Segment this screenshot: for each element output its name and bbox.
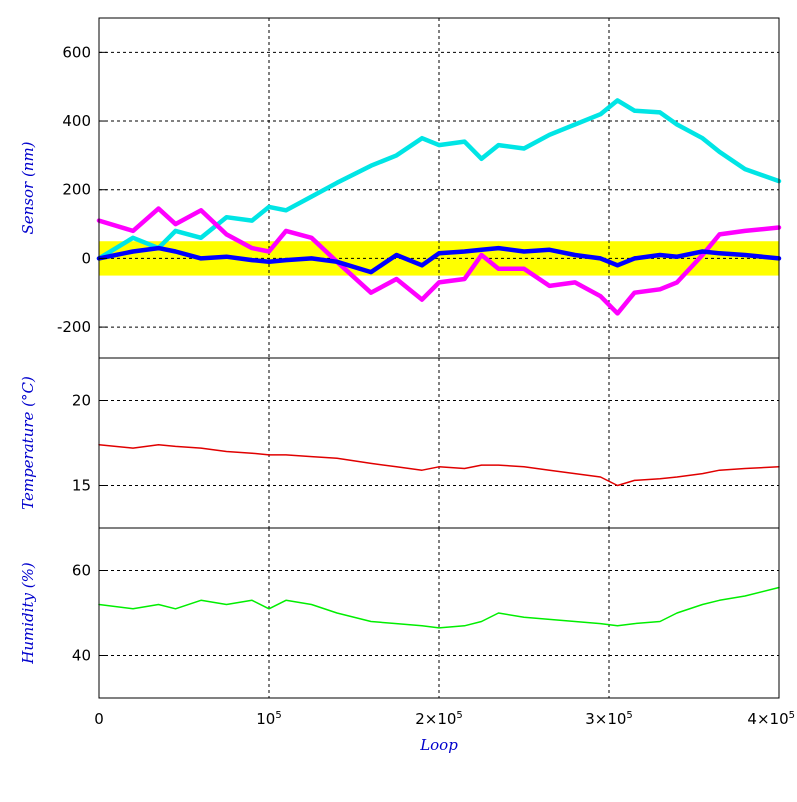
- humidity-axis-title: Humidity (%): [19, 562, 37, 665]
- sensor-panel: -200 0 200 400 600 Sensor (nm): [19, 17, 782, 359]
- humidity-panel: 40 60 Humidity (%): [19, 527, 780, 699]
- humidity-ytick-label: 40: [72, 647, 91, 665]
- sensor-series-line-1: [96, 206, 782, 316]
- humidity-plot-frame: [98, 527, 780, 699]
- temperature-panel: 15 20 Temperature (°C): [19, 357, 780, 529]
- sensor-ytick-label: -200: [57, 318, 91, 336]
- xtick-label: 105: [256, 710, 281, 728]
- xtick-label: 2×105: [415, 710, 463, 728]
- sensor-ytick-label: 0: [81, 249, 91, 267]
- temperature-axis-title: Temperature (°C): [19, 376, 37, 510]
- temperature-ytick-label: 15: [72, 477, 91, 495]
- xtick-label: 3×105: [585, 710, 633, 728]
- humidity-ytick-label: 60: [72, 562, 91, 580]
- humidity-series-line-0: [98, 586, 780, 629]
- x-axis: 0 105 2×105 3×105 4×105 Loop: [94, 710, 795, 754]
- sensor-ytick-label: 200: [62, 181, 91, 199]
- xtick-label: 4×105: [747, 710, 795, 728]
- sensor-series-line-0: [96, 98, 782, 261]
- xtick-label: 0: [94, 710, 104, 728]
- sensor-axis-title: Sensor (nm): [19, 141, 37, 234]
- sensor-series-line-2: [96, 245, 782, 275]
- temperature-series-line-0: [98, 443, 780, 487]
- sensor-ytick-label: 600: [62, 43, 91, 61]
- sensor-ytick-label: 400: [62, 112, 91, 130]
- temperature-ytick-label: 20: [72, 392, 91, 410]
- x-axis-title: Loop: [419, 736, 458, 754]
